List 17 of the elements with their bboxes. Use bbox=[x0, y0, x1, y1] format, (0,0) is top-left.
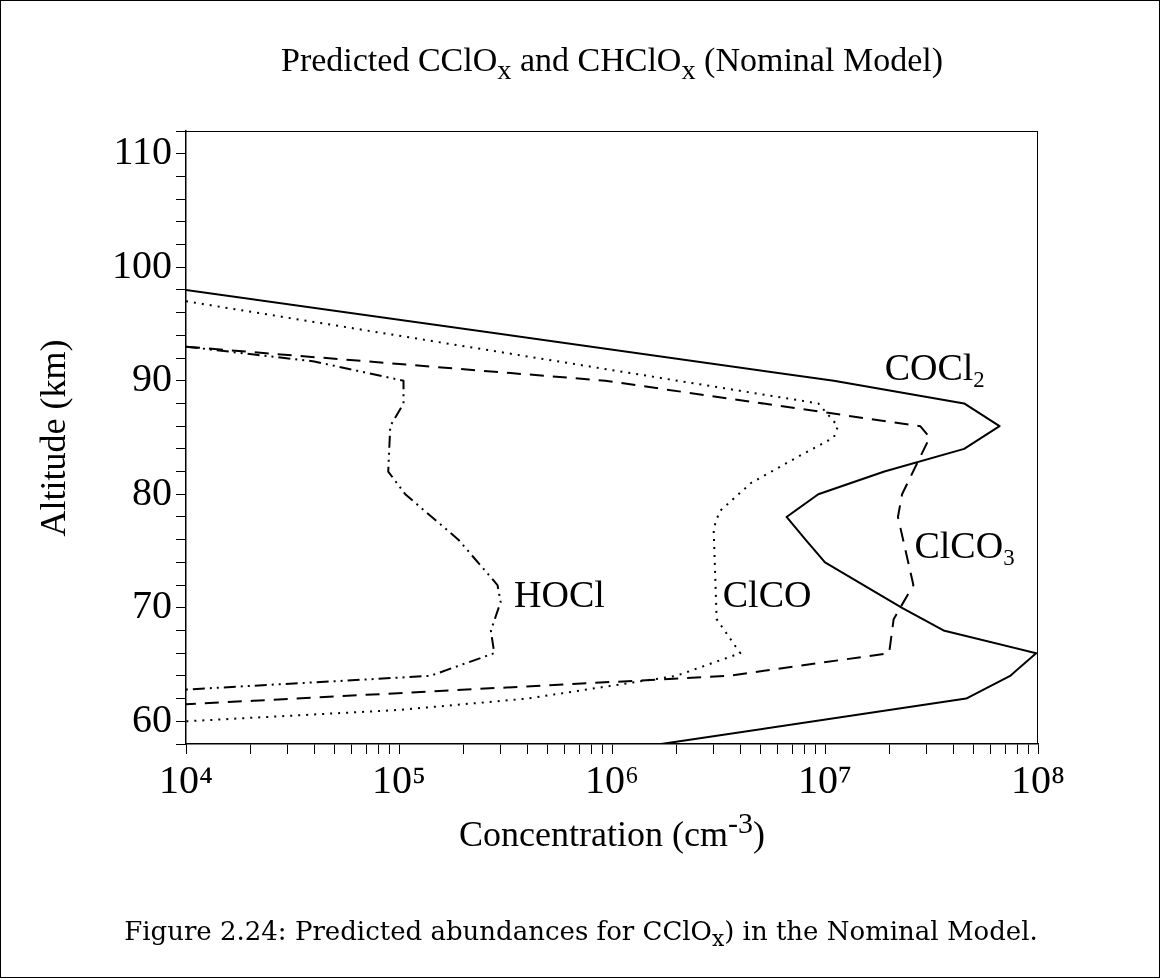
y-tick-label: 110 bbox=[113, 128, 172, 174]
series-label: HOCl bbox=[514, 572, 605, 615]
x-tick-label: 10⁷ bbox=[798, 756, 852, 802]
y-tick-label: 60 bbox=[132, 695, 172, 741]
series-label: ClCO bbox=[722, 572, 812, 615]
x-tick-label: 10⁴ bbox=[159, 756, 213, 802]
y-tick-label: 90 bbox=[132, 355, 172, 401]
x-tick-label: 10⁸ bbox=[1011, 756, 1065, 802]
x-axis-title: Concentration (cm$^{-3}$) bbox=[458, 806, 766, 855]
y-tick-label: 80 bbox=[132, 468, 172, 514]
caption: Figure 2.24: Predicted abundances for CClO$_{x}$) in the Nominal Model. bbox=[123, 916, 1039, 952]
chart-title: Predicted CClO$_{x}$ and CHClO$_{x}$ (Nominal Model) bbox=[280, 41, 944, 86]
y-tick-label: 70 bbox=[132, 582, 172, 628]
y-axis-title: Altitude (km) bbox=[32, 339, 74, 537]
x-tick-label: 10⁵ bbox=[372, 756, 426, 802]
x-tick-label: 10⁶ bbox=[585, 756, 639, 802]
y-tick-label: 100 bbox=[112, 241, 172, 287]
